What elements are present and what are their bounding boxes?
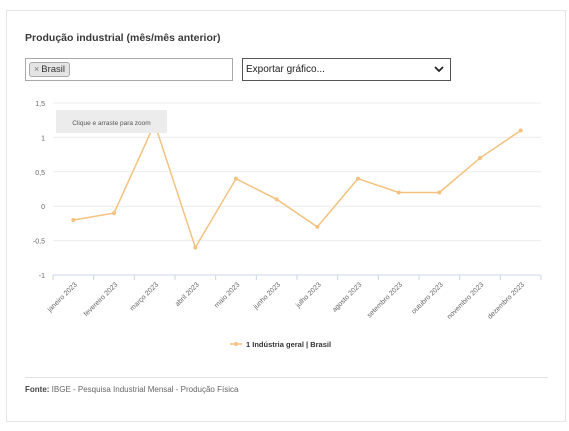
x-tick-label: setembro 2023 <box>366 281 404 319</box>
filter-chip-brasil[interactable]: × Brasil <box>29 62 70 77</box>
chevron-down-icon <box>434 64 444 74</box>
legend-label[interactable]: 1 Indústria geral | Brasil <box>246 340 331 349</box>
y-tick-label: 0 <box>41 204 45 211</box>
y-tick-label: -0,5 <box>33 239 45 246</box>
y-tick-label: -1 <box>39 273 45 280</box>
chart-title: Produção industrial (mês/mês anterior) <box>25 32 220 44</box>
x-tick-label: abril 2023 <box>174 281 201 308</box>
export-chart-select[interactable]: Exportar gráfico... <box>242 58 451 81</box>
data-point[interactable] <box>478 156 482 160</box>
x-tick-label: janeiro 2023 <box>46 281 79 314</box>
x-tick-label: outubro 2023 <box>411 281 445 315</box>
y-tick-label: 1 <box>41 135 45 142</box>
data-point[interactable] <box>356 177 360 181</box>
location-filter-input[interactable]: × Brasil <box>25 58 233 81</box>
export-select-value: Exportar gráfico... <box>246 64 325 75</box>
legend-marker <box>234 342 238 346</box>
source-note: Fonte: IBGE - Pesquisa Industrial Mensal… <box>25 385 238 394</box>
data-point[interactable] <box>234 177 238 181</box>
remove-chip-icon[interactable]: × <box>34 63 39 76</box>
y-tick-label: 0,5 <box>35 170 45 177</box>
x-tick-label: fevereiro 2023 <box>83 281 120 318</box>
x-tick-label: agosto 2023 <box>331 281 363 313</box>
data-point[interactable] <box>315 225 319 229</box>
x-tick-label: julho 2023 <box>294 281 323 310</box>
data-point[interactable] <box>193 245 197 249</box>
data-point[interactable] <box>275 197 279 201</box>
source-label: Fonte: <box>25 385 49 394</box>
footer-divider <box>25 377 548 378</box>
x-tick-label: março 2023 <box>129 281 160 312</box>
x-tick-label: dezembro 2023 <box>487 281 526 320</box>
data-point[interactable] <box>112 211 116 215</box>
zoom-tooltip-text: Clique e arraste para zoom <box>72 120 150 127</box>
data-point[interactable] <box>519 129 523 133</box>
x-tick-label: novembro 2023 <box>446 281 485 320</box>
data-point[interactable] <box>71 218 75 222</box>
y-tick-label: 1,5 <box>35 101 45 108</box>
x-tick-label: maio 2023 <box>213 281 241 309</box>
chart-card: Produção industrial (mês/mês anterior) ×… <box>6 10 566 422</box>
series-line <box>73 124 520 248</box>
filter-chip-label: Brasil <box>41 63 65 76</box>
data-point[interactable] <box>437 190 441 194</box>
source-text: IBGE - Pesquisa Industrial Mensal - Prod… <box>52 385 239 394</box>
data-point[interactable] <box>397 190 401 194</box>
x-tick-label: junho 2023 <box>252 281 282 311</box>
